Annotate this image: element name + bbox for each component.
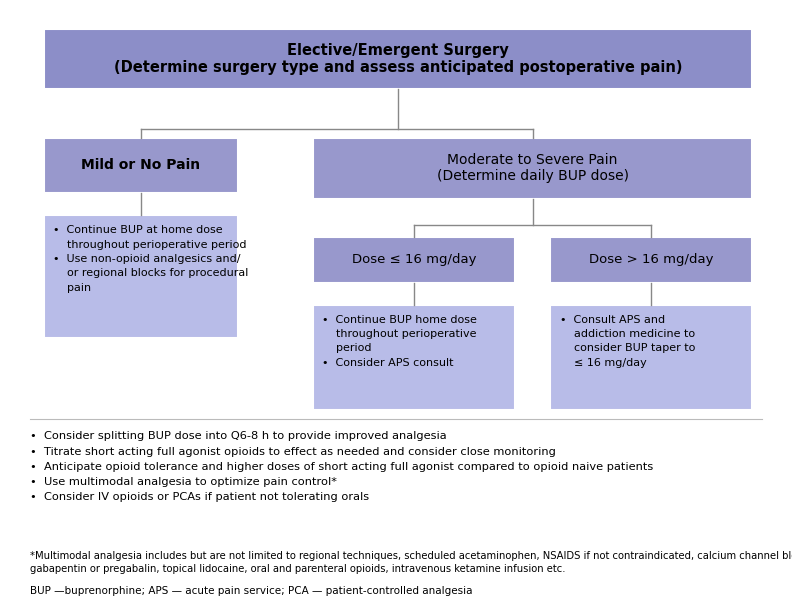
FancyBboxPatch shape <box>550 305 752 410</box>
Text: •  Consult APS and
    addiction medicine to
    consider BUP taper to
    ≤ 16 : • Consult APS and addiction medicine to … <box>560 315 695 368</box>
Text: •  Continue BUP home dose
    throughout perioperative
    period
•  Consider AP: • Continue BUP home dose throughout peri… <box>322 315 478 368</box>
FancyBboxPatch shape <box>44 29 752 89</box>
FancyBboxPatch shape <box>313 237 515 283</box>
FancyBboxPatch shape <box>550 237 752 283</box>
FancyBboxPatch shape <box>44 138 238 193</box>
FancyBboxPatch shape <box>44 215 238 338</box>
Text: Mild or No Pain: Mild or No Pain <box>81 159 200 172</box>
FancyBboxPatch shape <box>313 305 515 410</box>
Text: •  Continue BUP at home dose
    throughout perioperative period
•  Use non-opio: • Continue BUP at home dose throughout p… <box>53 225 249 293</box>
Text: •  Consider splitting BUP dose into Q6-8 h to provide improved analgesia
•  Titr: • Consider splitting BUP dose into Q6-8 … <box>30 431 653 502</box>
Text: BUP —buprenorphine; APS — acute pain service; PCA — patient-controlled analgesia: BUP —buprenorphine; APS — acute pain ser… <box>30 586 473 596</box>
Text: Dose ≤ 16 mg/day: Dose ≤ 16 mg/day <box>352 253 476 266</box>
Text: Dose > 16 mg/day: Dose > 16 mg/day <box>589 253 714 266</box>
FancyBboxPatch shape <box>313 138 752 199</box>
Text: Moderate to Severe Pain
(Determine daily BUP dose): Moderate to Severe Pain (Determine daily… <box>436 153 629 184</box>
Text: Elective/Emergent Surgery
(Determine surgery type and assess anticipated postope: Elective/Emergent Surgery (Determine sur… <box>114 43 682 75</box>
Text: *Multimodal analgesia includes but are not limited to regional techniques, sched: *Multimodal analgesia includes but are n… <box>30 551 792 574</box>
